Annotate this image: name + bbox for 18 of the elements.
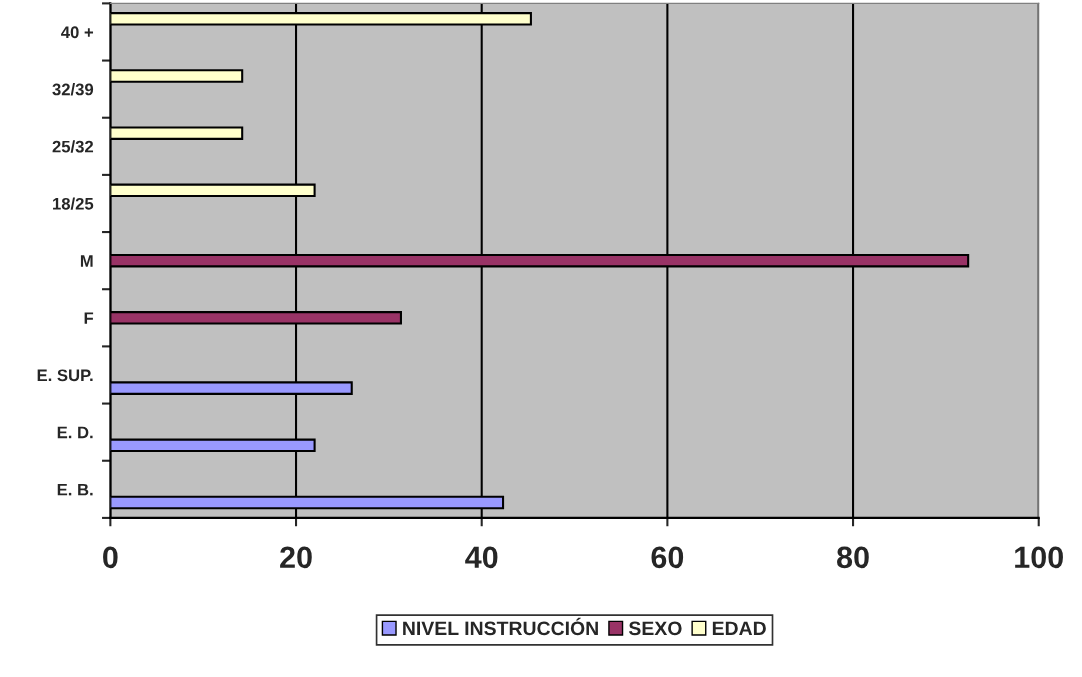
y-tick-label: M xyxy=(80,255,93,267)
legend-label: EDAD xyxy=(712,621,766,636)
y-tick-label: E. B. xyxy=(57,483,93,496)
y-tick-label: E. SUP. xyxy=(37,369,93,382)
x-tick-label: 100 xyxy=(1015,546,1063,569)
x-tick-label: 40 xyxy=(465,546,498,569)
y-tick-label: 25/32 xyxy=(52,140,94,153)
x-tick-label: 80 xyxy=(837,546,869,569)
y-tick-label: 18/25 xyxy=(53,197,94,210)
x-tick-label: 20 xyxy=(280,546,312,569)
y-tick-label: 40 + xyxy=(61,26,94,39)
y-tick-label: F xyxy=(84,312,94,324)
legend-label: SEXO xyxy=(628,621,682,636)
x-tick-label: 60 xyxy=(651,546,684,569)
x-tick-label: 0 xyxy=(103,546,118,569)
y-tick-label: 32/39 xyxy=(52,83,94,96)
y-tick-label: E. D. xyxy=(57,426,93,439)
legend-label: NIVEL INSTRUCCIÓN xyxy=(403,617,598,636)
